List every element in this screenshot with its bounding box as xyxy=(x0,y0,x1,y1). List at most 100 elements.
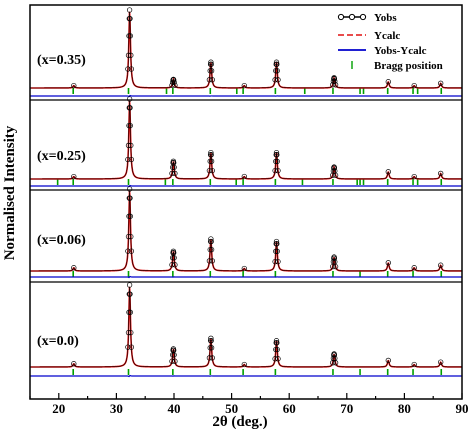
yobs-point xyxy=(172,82,178,88)
x-tick-label: 50 xyxy=(225,401,238,416)
panel-4: (x=0.0) xyxy=(30,282,462,378)
legend-label: Yobs xyxy=(374,12,397,24)
yobs-point xyxy=(385,260,391,266)
yobs-point xyxy=(438,262,444,268)
yobs-point xyxy=(207,246,213,253)
yobs-point xyxy=(438,359,444,365)
yobs-point xyxy=(208,68,215,74)
yobs-point xyxy=(274,346,280,353)
yobs-point xyxy=(274,340,280,346)
yobs-point xyxy=(125,344,131,350)
yobs-point xyxy=(128,233,134,240)
yobs-point xyxy=(275,258,281,265)
yobs-point xyxy=(127,195,133,201)
yobs-point xyxy=(411,265,417,271)
yobs-point xyxy=(273,59,280,65)
yobs-point xyxy=(169,170,175,177)
yobs-point xyxy=(171,79,177,85)
difference-curve xyxy=(30,94,462,98)
yobs-curve xyxy=(30,190,462,272)
legend-entry: Bragg position xyxy=(351,60,443,72)
yobs-point xyxy=(438,80,444,86)
legend-swatch-marker xyxy=(359,13,367,21)
yobs-point xyxy=(273,68,279,74)
yobs-point xyxy=(385,357,391,364)
legend-swatch-marker xyxy=(348,13,356,21)
yobs-point xyxy=(71,361,77,367)
yobs-point xyxy=(125,52,132,58)
yobs-point xyxy=(127,15,133,22)
yobs-point xyxy=(170,255,176,261)
yobs-point xyxy=(332,82,339,88)
yobs-point xyxy=(209,258,215,264)
legend: Yobs Ycalc Yobs-Ycalc Bragg position xyxy=(337,12,443,72)
yobs-point xyxy=(125,329,132,336)
panel-label: (x=0.0) xyxy=(37,334,79,349)
yobs-point xyxy=(208,158,215,164)
x-tick-label: 70 xyxy=(340,401,353,416)
x-tick-label: 20 xyxy=(52,401,65,416)
plot-frame xyxy=(29,4,463,400)
yobs-point xyxy=(272,167,278,174)
yobs-point xyxy=(128,248,135,254)
ycalc-curve xyxy=(30,100,462,180)
yobs-point xyxy=(241,361,247,368)
yobs-point xyxy=(125,156,131,163)
yobs-point xyxy=(127,122,133,129)
yobs-point xyxy=(169,262,175,268)
yobs-point xyxy=(206,167,213,174)
yobs-point xyxy=(275,356,281,362)
difference-curve xyxy=(30,184,462,188)
yobs-point xyxy=(128,142,134,149)
yobs-point xyxy=(274,158,280,165)
yobs-point xyxy=(208,345,215,351)
yobs-point xyxy=(273,158,279,165)
yobs-point xyxy=(71,82,77,89)
panel-label: (x=0.25) xyxy=(37,149,86,164)
panel-3: (x=0.06) xyxy=(30,186,462,279)
yobs-point xyxy=(171,352,177,358)
yobs-point xyxy=(332,263,339,270)
yobs-point xyxy=(128,329,134,336)
yobs-point xyxy=(273,238,280,245)
x-tick-label: 40 xyxy=(168,401,181,416)
yobs-point xyxy=(273,149,280,156)
yobs-point xyxy=(241,173,247,180)
yobs-point xyxy=(208,149,214,156)
yobs-point xyxy=(438,170,444,177)
yobs-point xyxy=(411,173,417,180)
yobs-point xyxy=(273,248,279,254)
yobs-point xyxy=(171,255,177,261)
yobs-point xyxy=(126,282,133,288)
ycalc-curve xyxy=(30,286,462,368)
legend-entry: Yobs-Ycalc xyxy=(338,45,427,57)
yobs-point xyxy=(208,59,214,65)
yobs-point xyxy=(330,168,337,174)
yobs-point xyxy=(169,358,175,364)
yobs-point xyxy=(208,152,214,158)
yobs-point xyxy=(127,105,133,111)
yobs-point xyxy=(331,76,338,82)
panel-label: (x=0.06) xyxy=(37,233,86,248)
yobs-point xyxy=(241,265,247,272)
yobs-point xyxy=(125,248,131,254)
panel-1: (x=0.35) xyxy=(30,7,463,98)
yobs-point xyxy=(209,167,215,174)
yobs-point xyxy=(331,255,338,261)
x-tick-label: 80 xyxy=(398,401,411,416)
difference-curve xyxy=(30,275,462,279)
yobs-point xyxy=(171,164,177,170)
yobs-point xyxy=(208,236,214,242)
yobs-point xyxy=(206,77,213,83)
yobs-curve xyxy=(30,286,462,368)
yobs-point xyxy=(208,238,214,245)
yobs-point xyxy=(208,246,215,253)
yobs-point xyxy=(171,250,177,256)
yobs-point xyxy=(128,52,134,58)
yobs-point xyxy=(126,186,133,192)
x-tick-label: 90 xyxy=(456,401,469,416)
yobs-point xyxy=(128,66,135,72)
yobs-point xyxy=(128,156,135,163)
